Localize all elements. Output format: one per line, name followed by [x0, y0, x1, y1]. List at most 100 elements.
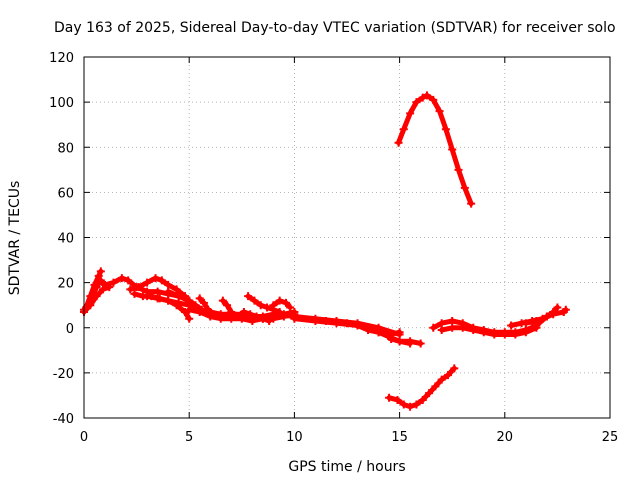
- data-point: [269, 310, 278, 319]
- data-point: [250, 296, 259, 305]
- data-point: [418, 93, 427, 102]
- data-point: [467, 199, 476, 208]
- x-tick-label: 0: [80, 430, 88, 445]
- series-line: [270, 298, 293, 310]
- y-tick-label: -20: [53, 367, 74, 382]
- data-point: [418, 395, 427, 404]
- plot-frame: [83, 56, 611, 419]
- data-point: [448, 323, 457, 332]
- data-point: [353, 321, 362, 330]
- data-point: [134, 283, 143, 292]
- x-tick-label: 25: [602, 430, 619, 445]
- data-point: [265, 316, 274, 325]
- y-tick-label: 120: [49, 51, 74, 66]
- data-point: [206, 310, 215, 319]
- data-point: [223, 301, 232, 310]
- axis-ticks: [83, 56, 611, 419]
- data-point: [448, 316, 457, 325]
- data-point: [281, 298, 290, 307]
- data-point: [244, 292, 253, 301]
- data-point: [532, 323, 541, 332]
- data-point: [86, 301, 95, 310]
- series-arc-21-23h: [521, 303, 562, 328]
- data-point: [195, 294, 204, 303]
- data-point: [412, 400, 421, 409]
- series-arc-15-16h: [387, 335, 425, 348]
- data-point: [479, 328, 488, 337]
- data-point: [553, 303, 562, 312]
- series-line: [439, 325, 539, 337]
- data-point: [454, 165, 463, 174]
- data-point: [275, 296, 284, 305]
- data-point: [460, 183, 469, 192]
- data-point: [321, 316, 330, 325]
- data-point: [394, 138, 403, 147]
- data-point: [416, 339, 425, 348]
- data-point: [441, 125, 450, 134]
- series-arc-8-9.5h-spike: [244, 292, 284, 316]
- data-point: [164, 280, 173, 289]
- x-tick-label: 5: [185, 430, 193, 445]
- data-point: [393, 395, 402, 404]
- data-point: [185, 305, 194, 314]
- data-point: [256, 301, 265, 310]
- data-point: [164, 287, 173, 296]
- data-series: [80, 91, 570, 411]
- data-point: [172, 285, 181, 294]
- data-point: [521, 319, 530, 328]
- data-point: [406, 402, 415, 411]
- data-point: [364, 326, 373, 335]
- data-point: [500, 330, 509, 339]
- data-point: [521, 328, 530, 337]
- data-point: [542, 312, 551, 321]
- data-point: [406, 337, 415, 346]
- data-point: [437, 326, 446, 335]
- data-point: [385, 330, 394, 339]
- data-point: [311, 316, 320, 325]
- data-point: [92, 292, 101, 301]
- tick-labels: -40 -20 0 20 40 60 80 100 120 0 5 10 15 20 25: [49, 51, 618, 445]
- y-tick-label: 40: [57, 232, 74, 247]
- series-arc-17-21.5h: [437, 323, 541, 339]
- data-point: [153, 294, 162, 303]
- data-point: [374, 328, 383, 337]
- grid: [84, 57, 610, 418]
- series-line: [388, 336, 424, 346]
- data-point: [532, 316, 541, 325]
- data-point: [109, 278, 118, 287]
- data-point: [126, 285, 135, 294]
- data-point: [195, 307, 204, 316]
- data-point: [406, 109, 415, 118]
- data-point: [130, 289, 139, 298]
- data-point: [343, 319, 351, 328]
- data-point: [246, 310, 255, 319]
- data-point: [263, 303, 272, 312]
- y-axis-label: SDTVAR / TECUs: [7, 181, 23, 296]
- data-point: [549, 307, 558, 316]
- data-point: [437, 319, 446, 328]
- data-point: [332, 316, 341, 325]
- data-point: [143, 278, 152, 287]
- data-point: [143, 292, 152, 301]
- data-point: [216, 312, 225, 321]
- data-point: [252, 312, 261, 321]
- series-arc-7.5-9h: [239, 307, 274, 325]
- series-arc-peak-15-18.5h: [394, 91, 476, 208]
- series-arc-9-10h-spike: [269, 296, 295, 312]
- data-point: [157, 276, 166, 285]
- data-point: [124, 276, 133, 285]
- y-tick-label: 20: [57, 277, 74, 292]
- data-point: [435, 107, 444, 116]
- data-point: [258, 314, 267, 323]
- data-point: [443, 371, 452, 380]
- x-tick-label: 20: [497, 430, 514, 445]
- data-point: [429, 323, 438, 332]
- series-arc-2-4h-upper: [126, 274, 189, 301]
- data-point: [511, 330, 520, 339]
- data-point: [395, 328, 404, 337]
- y-tick-label: 60: [57, 186, 74, 201]
- data-point: [450, 364, 459, 373]
- data-point: [490, 330, 499, 339]
- series-arc-end-dash: [559, 305, 570, 316]
